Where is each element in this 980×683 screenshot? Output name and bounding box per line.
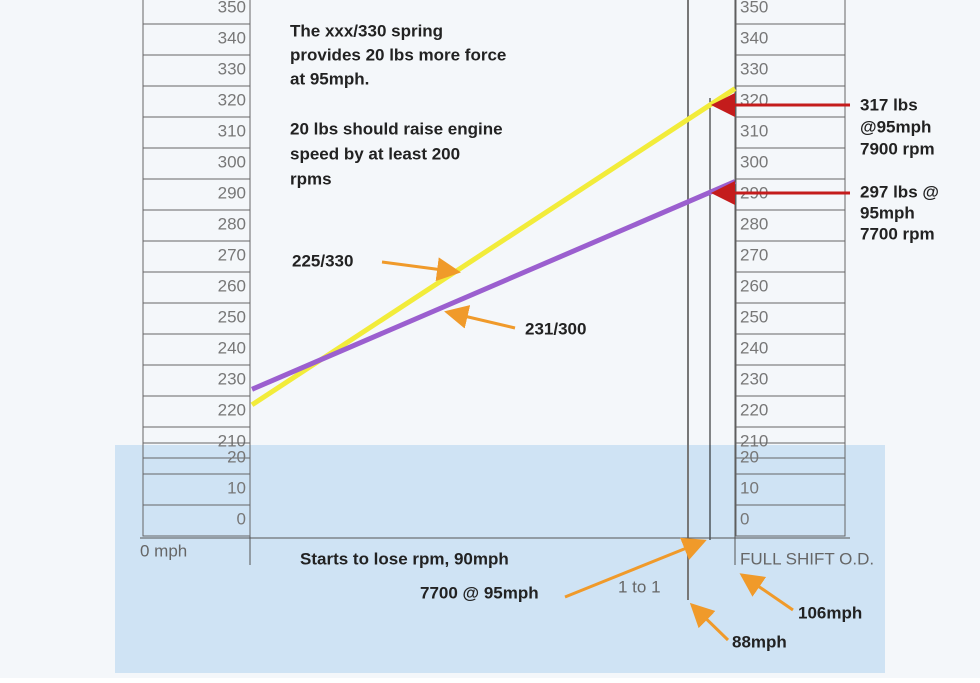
arrow: [381, 257, 461, 282]
note: provides 20 lbs more force: [290, 45, 506, 64]
arrow: [689, 602, 730, 642]
axis-note: Starts to lose rpm, 90mph: [300, 549, 509, 568]
scale-label: 320: [218, 90, 246, 109]
force-line: [251, 179, 736, 392]
arrow: [739, 573, 794, 612]
scale-label: 0: [740, 509, 749, 528]
scale-label: 240: [218, 338, 246, 357]
arrow: [564, 537, 707, 599]
scale-label: 250: [740, 307, 768, 326]
scale-label: 330: [740, 59, 768, 78]
note: rpms: [290, 169, 332, 188]
scale-label: 270: [740, 245, 768, 264]
callout: 95mph: [860, 203, 915, 222]
scale-label: 340: [740, 28, 768, 47]
line-label: 231/300: [525, 319, 586, 338]
scale-label: 320: [740, 90, 768, 109]
scale-label: 260: [218, 276, 246, 295]
line-label: 225/330: [292, 251, 353, 270]
scale-label: 300: [218, 152, 246, 171]
scale-label: 210: [218, 431, 246, 450]
scale-cell: [142, 504, 251, 537]
shift: FULL SHIFT O.D.: [740, 549, 874, 568]
speed: 106mph: [798, 603, 862, 622]
blue-band: [115, 445, 885, 673]
scale-label: 300: [740, 152, 768, 171]
note: The xxx/330 spring: [290, 21, 443, 40]
scale-label: 220: [218, 400, 246, 419]
note: 20 lbs should raise engine: [290, 119, 503, 138]
scale-label: 0: [237, 509, 246, 528]
scale-label: 20: [740, 447, 759, 466]
callout: 7700 rpm: [860, 224, 935, 243]
scale-label: 310: [740, 121, 768, 140]
callout: @95mph: [860, 117, 931, 136]
scale-label: 350: [740, 0, 768, 16]
scale-label: 280: [218, 214, 246, 233]
scale-label: 20: [227, 447, 246, 466]
axis-note: 7700 @ 95mph: [420, 583, 539, 602]
ratio: 1 to 1: [618, 577, 661, 596]
scale-label: 230: [740, 369, 768, 388]
scale-label: 260: [740, 276, 768, 295]
scale-label: 290: [218, 183, 246, 202]
scale-label: 250: [218, 307, 246, 326]
scale-label: 210: [740, 431, 768, 450]
scale-label: 230: [218, 369, 246, 388]
callout: 297 lbs @: [860, 182, 939, 201]
note: speed by at least 200: [290, 144, 460, 163]
scale-label: 220: [740, 400, 768, 419]
scale-label: 350: [218, 0, 246, 16]
scale-label: 340: [218, 28, 246, 47]
scale-label: 240: [740, 338, 768, 357]
arrow: [444, 305, 516, 330]
axis-start: 0 mph: [140, 541, 187, 560]
scale-label: 10: [740, 478, 759, 497]
scale-label: 280: [740, 214, 768, 233]
scale-label: 330: [218, 59, 246, 78]
callout: 317 lbs: [860, 95, 918, 114]
speed: 88mph: [732, 632, 787, 651]
scale-cell: [735, 504, 846, 537]
callout: 7900 rpm: [860, 139, 935, 158]
scale-label: 10: [227, 478, 246, 497]
scale-label: 310: [218, 121, 246, 140]
note: at 95mph.: [290, 69, 369, 88]
scale-label: 270: [218, 245, 246, 264]
